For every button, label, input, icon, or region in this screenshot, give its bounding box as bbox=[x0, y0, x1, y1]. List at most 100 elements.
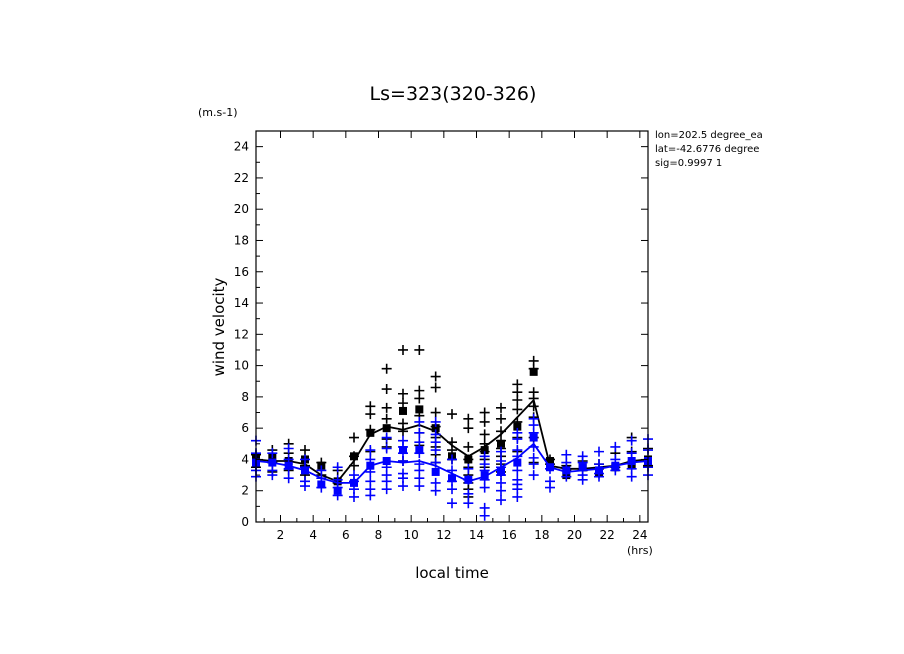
sample-point bbox=[349, 432, 359, 443]
x-tick-label: 24 bbox=[632, 528, 647, 542]
sample-point bbox=[626, 435, 637, 446]
mean-marker bbox=[480, 471, 489, 480]
sample-point bbox=[447, 484, 457, 495]
sample-point bbox=[594, 446, 604, 457]
y-axis-label: wind velocity bbox=[210, 277, 228, 376]
y-tick-label: 2 bbox=[241, 484, 249, 498]
sample-point bbox=[283, 473, 294, 484]
mean-marker bbox=[513, 422, 522, 431]
mean-marker bbox=[546, 457, 554, 466]
sample-point bbox=[332, 462, 343, 473]
mean-marker bbox=[431, 467, 440, 476]
sample-point bbox=[414, 481, 425, 492]
sample-point bbox=[479, 482, 490, 493]
mean-marker bbox=[497, 439, 505, 448]
mean-marker bbox=[464, 475, 473, 484]
y-tick-label: 12 bbox=[234, 327, 249, 341]
mean-marker bbox=[350, 452, 358, 461]
mean-marker bbox=[529, 433, 538, 442]
sample-point bbox=[463, 423, 474, 434]
sample-point bbox=[381, 443, 392, 454]
sample-point bbox=[447, 498, 457, 509]
sample-point bbox=[365, 445, 376, 456]
plot-frame bbox=[255, 130, 649, 523]
mean-marker bbox=[333, 486, 342, 495]
sample-point bbox=[479, 407, 490, 418]
sample-point bbox=[512, 434, 523, 445]
sample-point bbox=[577, 474, 588, 485]
mean-marker bbox=[415, 446, 424, 455]
mean-marker bbox=[513, 458, 522, 467]
sample-point bbox=[398, 388, 408, 399]
y-tick-label: 10 bbox=[234, 359, 249, 373]
sample-point bbox=[496, 402, 506, 413]
x-tick-label: 6 bbox=[342, 528, 350, 542]
x-tick-label: 12 bbox=[436, 528, 451, 542]
sample-point bbox=[414, 393, 425, 404]
mean-marker bbox=[627, 457, 636, 466]
y-unit-label: (m.s-1) bbox=[198, 106, 238, 119]
sample-point bbox=[463, 463, 474, 474]
sample-point bbox=[267, 470, 278, 481]
sample-point bbox=[381, 384, 392, 395]
mean-marker bbox=[399, 446, 407, 455]
sample-point bbox=[283, 443, 294, 454]
mean-marker bbox=[382, 424, 391, 433]
info-line: lat=-42.6776 degree bbox=[655, 144, 759, 155]
info-line: lon=202.5 degree_ea bbox=[655, 130, 763, 141]
sample-point bbox=[447, 454, 457, 465]
sample-point bbox=[463, 488, 474, 499]
sample-point bbox=[398, 456, 408, 467]
sample-point bbox=[414, 427, 425, 438]
sample-point bbox=[430, 382, 441, 393]
y-tick-label: 14 bbox=[234, 296, 249, 310]
sample-point bbox=[300, 445, 310, 456]
plot-marks bbox=[251, 344, 653, 521]
x-tick-label: 18 bbox=[534, 528, 549, 542]
sample-point bbox=[398, 481, 408, 492]
series-2 bbox=[251, 413, 653, 521]
sample-point bbox=[528, 459, 539, 470]
info-box: lon=202.5 degree_ea lat=-42.6776 degree … bbox=[655, 130, 763, 169]
sample-point bbox=[496, 495, 506, 506]
mean-marker bbox=[317, 480, 326, 489]
sample-point bbox=[365, 409, 376, 420]
sample-point bbox=[463, 498, 474, 509]
x-tick-label: 8 bbox=[375, 528, 383, 542]
info-mask bbox=[780, 125, 904, 175]
mean-marker bbox=[399, 406, 407, 415]
sample-point bbox=[414, 437, 425, 448]
sample-point bbox=[267, 448, 278, 459]
mean-marker bbox=[431, 424, 440, 433]
y-tick-label: 8 bbox=[241, 390, 249, 404]
sample-point bbox=[381, 484, 392, 495]
sample-point bbox=[365, 490, 376, 501]
sample-point bbox=[561, 457, 572, 468]
sample-point bbox=[545, 482, 555, 493]
x-tick-label: 4 bbox=[309, 528, 317, 542]
y-tick-label: 18 bbox=[234, 233, 249, 247]
y-tick-label: 0 bbox=[241, 515, 249, 529]
sample-point bbox=[381, 402, 392, 413]
info-line: sig=0.9997 1 bbox=[655, 158, 722, 169]
sample-point bbox=[626, 471, 637, 482]
y-tick-label: 20 bbox=[234, 202, 249, 216]
sample-point bbox=[496, 485, 506, 496]
sample-point bbox=[381, 413, 392, 424]
sample-point bbox=[496, 446, 506, 457]
y-tick-label: 24 bbox=[234, 140, 249, 154]
sample-point bbox=[398, 398, 408, 409]
sample-point bbox=[479, 416, 490, 427]
sample-point bbox=[430, 416, 441, 427]
sample-point bbox=[496, 413, 506, 424]
sample-point bbox=[414, 344, 425, 355]
x-tick-label: 2 bbox=[277, 528, 285, 542]
sample-point bbox=[626, 448, 637, 459]
x-tick-label: 14 bbox=[469, 528, 484, 542]
mean-marker bbox=[366, 428, 375, 437]
sample-point bbox=[381, 432, 392, 443]
chart-title: Ls=323(320-326) bbox=[370, 83, 537, 105]
x-tick-label: 16 bbox=[502, 528, 517, 542]
sample-point bbox=[610, 441, 621, 452]
y-tick-label: 6 bbox=[241, 421, 249, 435]
